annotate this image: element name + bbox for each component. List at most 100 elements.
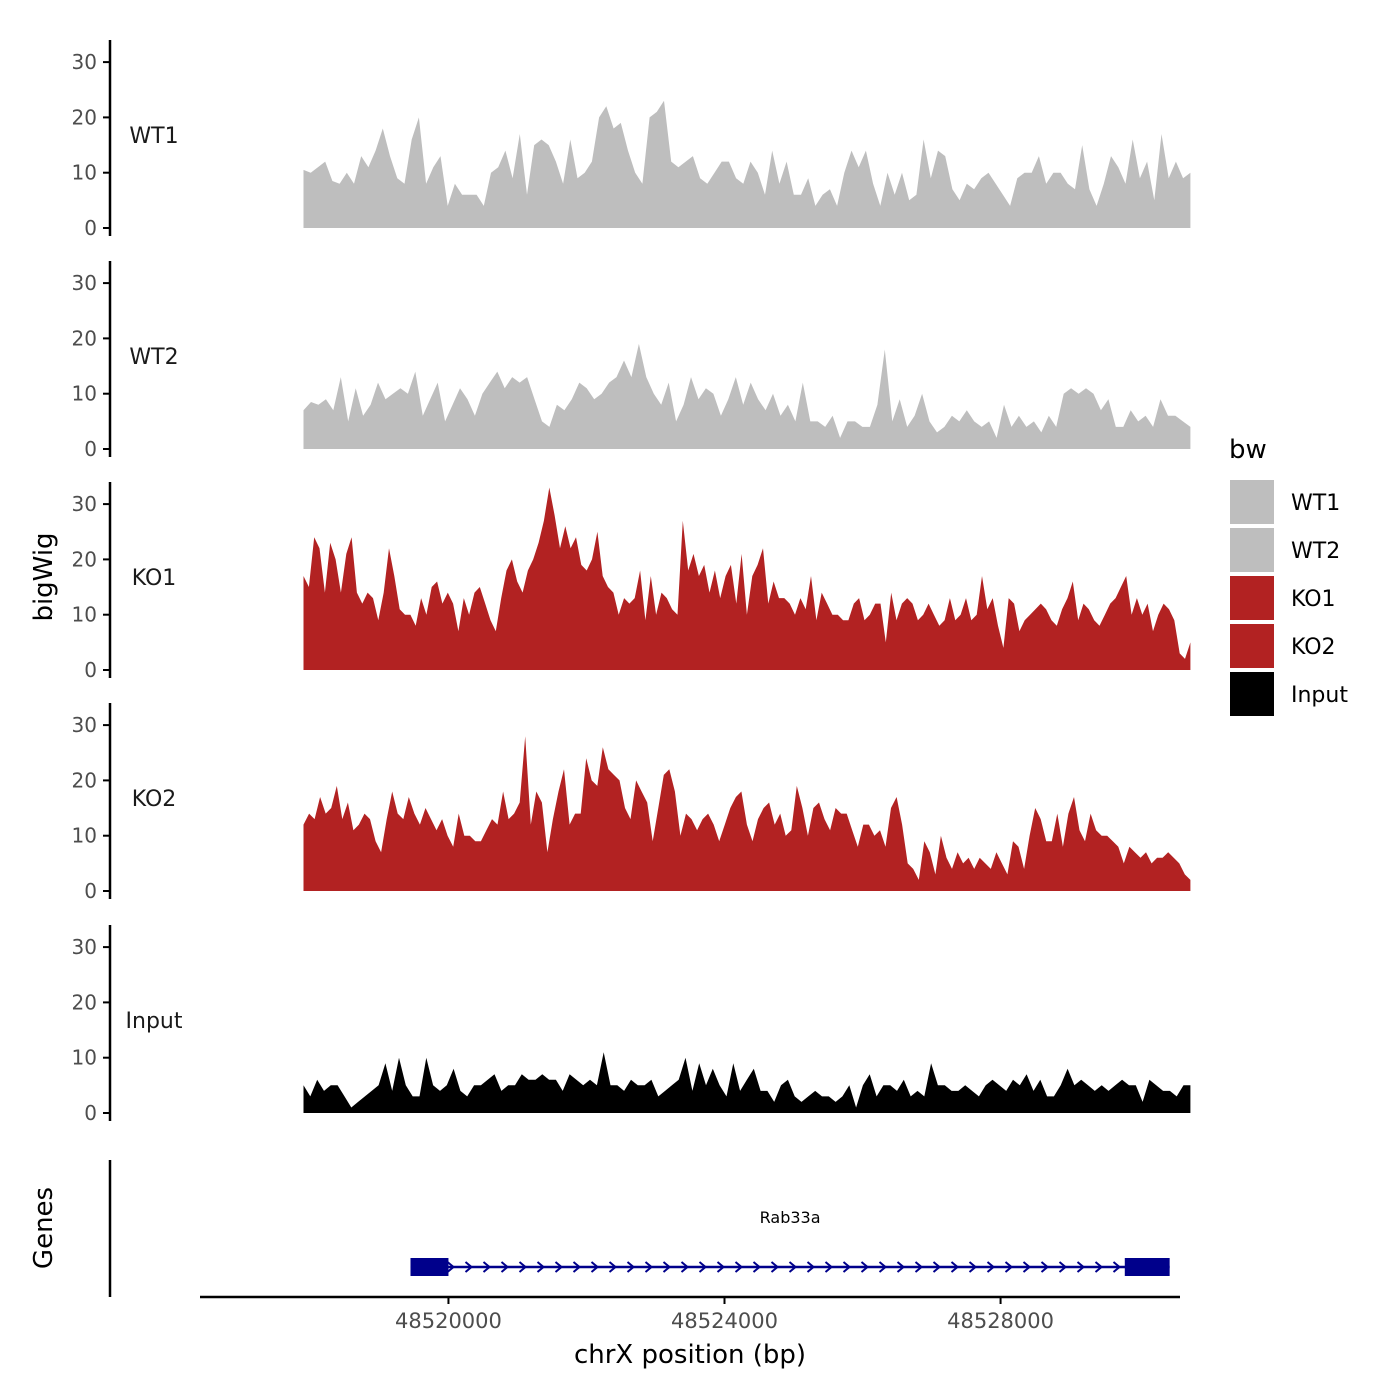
x-tick-label: 48524000 [671,1309,778,1333]
strand-arrow [500,1261,510,1273]
y-tick-label: 20 [72,768,97,792]
strand-arrow [986,1261,996,1273]
legend-entry-wt1: WT1 [1230,480,1340,524]
legend-swatch [1230,480,1274,524]
coverage-area-wt1 [303,100,1191,228]
y-tick-label: 10 [72,161,97,185]
strand-arrow [572,1261,582,1273]
strand-arrow [752,1261,762,1273]
strand-arrow [932,1261,942,1273]
y-tick-label: 0 [84,216,97,240]
y-tick-label: 0 [84,1101,97,1125]
gene-panel: Rab33a [108,1160,1170,1297]
legend-entry-ko2: KO2 [1230,624,1336,668]
track-label: KO1 [132,566,177,591]
legend-entry-wt2: WT2 [1230,528,1340,572]
track-panel-wt1: 0 10 20 30 WT1 [72,40,1191,240]
y-tick-label: 0 [84,879,97,903]
coverage-area-input [303,1052,1191,1113]
track-panel-ko1: 0 10 20 30 KO1 [72,482,1191,682]
strand-arrow [860,1261,870,1273]
y-axis-title: bigWig [29,532,59,621]
track-panel-input: 0 10 20 30 Input [72,925,1191,1125]
track-label: KO2 [132,787,177,812]
y-tick-label: 10 [72,603,97,627]
strand-arrow [824,1261,834,1273]
strand-arrow [1022,1261,1032,1273]
legend-label: WT2 [1291,539,1340,564]
strand-arrow [914,1261,924,1273]
coverage-area-ko1 [303,487,1191,670]
legend: bw WT1 WT2 KO1 KO2 Input [1229,435,1348,716]
strand-arrow [968,1261,978,1273]
gene-exon [410,1258,449,1276]
strand-arrow [1094,1261,1104,1273]
gene-panel-title: Genes [29,1187,59,1269]
y-tick-label: 20 [72,105,97,129]
y-tick-label: 20 [72,547,97,571]
y-tick-label: 30 [72,713,97,737]
strand-arrow [734,1261,744,1273]
y-tick-label: 10 [72,824,97,848]
track-label: WT1 [129,124,178,149]
strand-arrow [446,1261,456,1273]
strand-arrow [464,1261,474,1273]
strand-arrow [680,1261,690,1273]
gene-label: Rab33a [760,1208,821,1227]
legend-label: KO2 [1291,635,1336,660]
strand-arrow [1040,1261,1050,1273]
strand-arrow [518,1261,528,1273]
y-tick-label: 0 [84,437,97,461]
x-tick-label: 48528000 [947,1309,1054,1333]
strand-arrow [806,1261,816,1273]
strand-arrow [644,1261,654,1273]
strand-arrow [1058,1261,1068,1273]
strand-arrow [878,1261,888,1273]
gene-model: Rab33a [410,1208,1170,1276]
legend-swatch [1230,672,1274,716]
y-tick-label: 20 [72,326,97,350]
legend-label: KO1 [1291,587,1336,612]
legend-label: WT1 [1291,491,1340,516]
strand-arrow [1076,1261,1086,1273]
strand-arrow [608,1261,618,1273]
strand-arrow [590,1261,600,1273]
y-tick-label: 30 [72,271,97,295]
x-tick-label: 48520000 [395,1309,502,1333]
y-tick-label: 30 [72,935,97,959]
strand-arrow [896,1261,906,1273]
coverage-area-wt2 [303,343,1191,449]
strand-arrow [770,1261,780,1273]
y-tick-label: 10 [72,1046,97,1070]
strand-arrow [716,1261,726,1273]
legend-label: Input [1291,683,1348,708]
y-tick-label: 20 [72,990,97,1014]
track-label: WT2 [129,345,178,370]
strand-arrow [788,1261,798,1273]
strand-arrow [662,1261,672,1273]
gene-exon [1124,1258,1170,1276]
coverage-area-ko2 [303,736,1191,891]
strand-arrow [698,1261,708,1273]
y-tick-label: 10 [72,382,97,406]
strand-arrow [842,1261,852,1273]
track-panels: 0 10 20 30 WT1 0 10 20 30 WT2 0 10 20 30 KO1 0 10 20 30 KO2… [72,40,1191,1125]
strand-arrow [1112,1261,1122,1273]
strand-arrow [554,1261,564,1273]
legend-entry-input: Input [1230,672,1348,716]
strand-arrow [1004,1261,1014,1273]
strand-arrow [536,1261,546,1273]
legend-swatch [1230,624,1274,668]
x-axis: 48520000 48524000 48528000 [200,1295,1180,1333]
legend-swatch [1230,528,1274,572]
track-panel-wt2: 0 10 20 30 WT2 [72,261,1191,461]
legend-entry-ko1: KO1 [1230,576,1336,620]
strand-arrow [626,1261,636,1273]
y-tick-label: 0 [84,658,97,682]
y-tick-label: 30 [72,492,97,516]
x-axis-title: chrX position (bp) [574,1340,806,1370]
strand-arrow [482,1261,492,1273]
legend-swatch [1230,576,1274,620]
y-tick-label: 30 [72,50,97,74]
